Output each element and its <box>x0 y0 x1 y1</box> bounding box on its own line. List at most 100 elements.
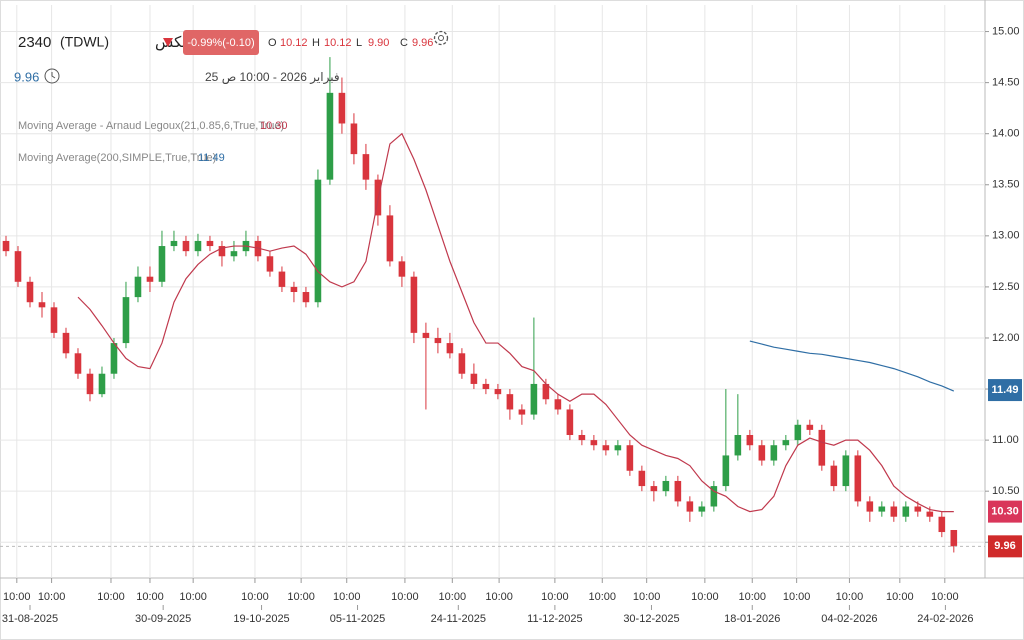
price-badge-label: 9.96 <box>994 540 1015 552</box>
candle-body <box>578 435 586 441</box>
change: -0.99%(-0.10) <box>187 37 254 49</box>
x-tick-label: 10:00 <box>241 591 269 603</box>
x-tick-label: 10:00 <box>633 591 661 603</box>
x-tick-label: 10:00 <box>97 591 125 603</box>
moving-average-line <box>77 132 954 513</box>
candle-body <box>326 92 334 180</box>
ohlc-value: 10.12 <box>324 37 352 49</box>
candle-body <box>386 215 394 262</box>
x-tick-label: 10:00 <box>136 591 164 603</box>
settings-icon[interactable] <box>433 30 449 46</box>
price-badge <box>988 379 1022 402</box>
candle-body <box>782 440 790 446</box>
candle-body <box>854 455 862 502</box>
clock-icon <box>44 68 60 84</box>
ohlc-key: C <box>400 37 408 49</box>
y-tick-label: 14.00 <box>992 128 1020 140</box>
candle-body <box>758 445 766 461</box>
candle-body <box>230 251 238 257</box>
down-arrow <box>163 38 173 47</box>
candle-body <box>518 409 526 415</box>
y-tick-label: 11.00 <box>992 434 1019 446</box>
candle-body <box>806 424 814 430</box>
x-tick-label: 10:00 <box>738 591 766 603</box>
x-tick-label: 10:00 <box>287 591 315 603</box>
candle-body <box>26 281 34 303</box>
candle-body <box>686 501 694 512</box>
ohlc-key: L <box>356 37 362 49</box>
ohlc-key: O <box>268 37 277 49</box>
indicator-name: Moving Average(200,SIMPLE,True,True) <box>18 152 216 164</box>
x-tick-label: 10:00 <box>541 591 569 603</box>
candle-body <box>410 276 418 333</box>
ohlc-header: O 10.12 H 10.12 L 9.90 C 9.96 <box>268 37 433 49</box>
candle-body <box>746 435 754 446</box>
candle-body <box>698 506 706 512</box>
x-tick-label: 10:00 <box>589 591 617 603</box>
candle-body <box>710 486 718 507</box>
date-tick-label: 24-02-2026 <box>917 613 973 625</box>
change-badge[interactable] <box>183 30 259 55</box>
candle-body <box>602 445 610 451</box>
last-price: 9.96 <box>14 69 39 84</box>
candle-body <box>734 435 742 456</box>
candle-body <box>290 286 298 293</box>
candle-body <box>266 256 274 272</box>
price-badge-label: 11.49 <box>992 384 1019 396</box>
date-tick-label: 18-01-2026 <box>724 613 780 625</box>
candle-body <box>86 373 94 395</box>
candle-body <box>302 292 310 303</box>
candle-body <box>842 455 850 487</box>
clock-hand <box>51 72 56 79</box>
candle-body <box>770 445 778 461</box>
axes: 10.0010.5011.0011.5012.0012.5013.0013.50… <box>2 25 1022 625</box>
date-tick-label: 04-02-2026 <box>821 613 877 625</box>
candle-body <box>170 240 178 247</box>
candle-body <box>674 480 682 502</box>
x-tick-label: 10:00 <box>179 591 207 603</box>
candle-body <box>122 297 130 344</box>
date-tick-label: 30-09-2025 <box>135 613 191 625</box>
x-tick-label: 10:00 <box>691 591 719 603</box>
candle-body <box>62 332 70 354</box>
candle-body <box>2 240 10 252</box>
candle-body <box>38 302 46 308</box>
x-tick-label: 10:00 <box>485 591 513 603</box>
candle-body <box>878 506 886 512</box>
date-tick-label: 05-11-2025 <box>330 613 385 625</box>
candle-body <box>494 389 502 395</box>
candle-body <box>314 179 322 303</box>
price-badge <box>988 500 1022 523</box>
grid <box>0 5 985 578</box>
y-tick-label: 12.00 <box>992 332 1020 344</box>
candle-body <box>566 409 574 436</box>
candle-body <box>902 506 910 517</box>
candle-body <box>830 465 838 487</box>
candle-body <box>458 353 466 374</box>
indicator-name: Moving Average - Arnaud Legoux(21,0.85,6… <box>18 120 284 132</box>
ohlc-key: H <box>312 37 320 49</box>
x-tick-label: 10:00 <box>3 591 31 603</box>
datetime: فبراير 2026 - 10:00 ص 25 <box>205 70 340 85</box>
candle-body <box>662 480 670 492</box>
x-tick-label: 10:00 <box>783 591 811 603</box>
candle-body <box>614 445 622 451</box>
candle-body <box>794 424 802 441</box>
candle-body <box>650 486 658 492</box>
candle-body <box>626 445 634 471</box>
candle-body <box>506 394 514 410</box>
candle-body <box>182 240 190 252</box>
candle-body <box>218 246 226 257</box>
candle-body <box>98 373 106 395</box>
candle-body <box>50 307 58 333</box>
x-tick-label: 10:00 <box>439 591 467 603</box>
candle-body <box>74 353 82 374</box>
candle-body <box>590 440 598 446</box>
y-tick-label: 12.50 <box>992 281 1020 293</box>
ohlc-value: 9.96 <box>412 37 433 49</box>
candle-body <box>554 399 562 410</box>
date-tick-label: 24-11-2025 <box>431 613 486 625</box>
price-badge-label: 10.30 <box>991 506 1019 518</box>
